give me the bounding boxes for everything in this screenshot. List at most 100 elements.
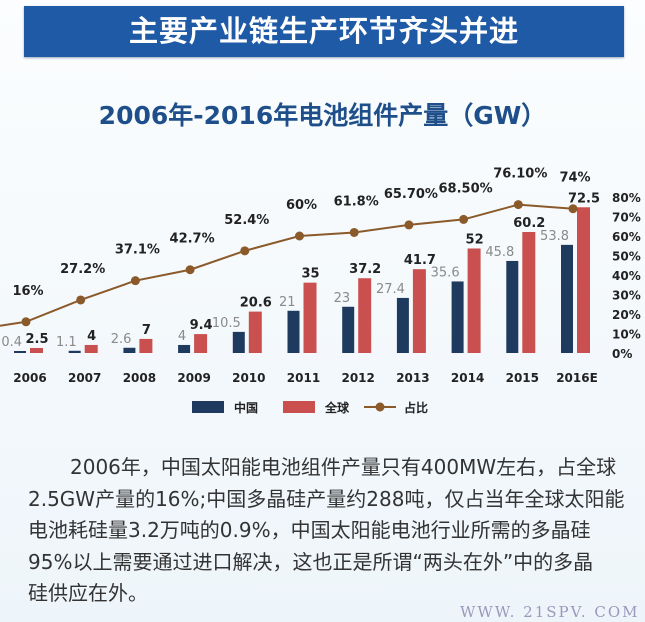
share-point <box>295 231 304 241</box>
bar-china <box>123 347 136 353</box>
bar-global <box>522 231 536 353</box>
x-tick-label: 2006 <box>13 371 46 385</box>
share-label: 76.10% <box>493 167 547 182</box>
share-point <box>513 200 523 210</box>
x-tick-label: 2011 <box>287 371 320 385</box>
legend-label-china: 中国 <box>234 400 258 415</box>
global-value-label: 72.5 <box>568 191 600 206</box>
share-label: 74% <box>559 171 590 186</box>
share-label: 37.1% <box>115 243 160 258</box>
china-value-label: 35.6 <box>431 265 460 280</box>
bar-china <box>232 331 245 353</box>
paragraph-line: 硅供应在外。 <box>28 581 148 605</box>
y2-tick-label: 50% <box>612 250 641 264</box>
x-tick-label: 2012 <box>341 371 374 385</box>
bar-global <box>412 269 426 353</box>
global-value-label: 60.2 <box>513 216 545 231</box>
china-value-label: 53.8 <box>540 229 569 244</box>
global-value-label: 52 <box>466 232 484 247</box>
share-label: 27.2% <box>60 262 105 277</box>
legend-swatch-global <box>283 401 315 413</box>
x-tick-label: 2007 <box>68 371 101 385</box>
china-value-label: 45.8 <box>485 245 514 260</box>
y2-tick-label: 70% <box>612 211 641 225</box>
y2-tick-label: 60% <box>612 230 641 244</box>
bar-global <box>139 338 153 353</box>
bar-china <box>396 297 409 353</box>
legend-label-share: 占比 <box>404 400 428 415</box>
banner-title: 主要产业链生产环节齐头并进 <box>24 6 624 57</box>
bar-global <box>303 282 317 353</box>
paragraph-line: 电池耗硅量3.2万吨的0.9%，中国太阳能电池行业所需的多晶硅 <box>28 518 591 542</box>
global-value-label: 35 <box>301 267 319 282</box>
x-tick-label: 2008 <box>123 371 156 385</box>
bar-global <box>577 207 590 353</box>
global-value-label: 7 <box>142 323 151 338</box>
x-tick-label: 2013 <box>396 371 429 385</box>
global-value-label: 41.7 <box>404 253 436 268</box>
share-label: 60% <box>286 198 317 213</box>
share-label: 65.70% <box>384 187 438 202</box>
share-point <box>240 246 250 256</box>
share-line <box>0 203 574 327</box>
china-value-label: 0.4 <box>1 335 22 350</box>
bar-global <box>30 347 43 353</box>
global-value-label: 4 <box>87 329 96 344</box>
chart-title: 2006年-2016年电池组件产量（GW） <box>98 101 547 130</box>
bar-china <box>178 344 191 353</box>
share-label: 42.7% <box>170 232 215 247</box>
bar-china <box>68 350 81 353</box>
share-point <box>568 204 578 214</box>
china-value-label: 23 <box>334 291 351 306</box>
bar-global <box>84 344 98 353</box>
china-value-label: 2.6 <box>111 332 132 347</box>
paragraph-line: 2.5GW产量的16%;中国多晶硅产量约288吨，仅占当年全球太阳能 <box>28 486 625 511</box>
bar-global <box>248 311 262 353</box>
share-point <box>130 276 140 286</box>
x-tick-label: 2010 <box>232 371 265 385</box>
x-tick-label: 2015 <box>506 371 539 385</box>
y2-tick-label: 30% <box>612 289 641 303</box>
y2-tick-label: 0% <box>612 347 632 361</box>
bar-global <box>467 248 481 353</box>
share-point <box>459 214 469 224</box>
global-value-label: 37.2 <box>349 262 381 277</box>
global-value-label: 2.5 <box>25 332 48 347</box>
bar-china <box>561 244 573 353</box>
china-value-label: 1.1 <box>56 335 77 350</box>
bar-china <box>506 260 519 353</box>
y2-tick-label: 40% <box>612 269 641 283</box>
global-value-label: 20.6 <box>240 296 272 311</box>
legend-marker-share <box>375 402 385 412</box>
share-label: 16% <box>12 284 43 299</box>
chart: 0.4 2.5 2006 1.1 4 2007 2.6 7 2008 4 9.4 2009 10.5 20… <box>0 167 641 415</box>
x-tick-label: 2014 <box>451 371 484 385</box>
bar-china <box>342 306 355 353</box>
watermark-url: WWW. 21SPV. COM <box>460 603 640 621</box>
legend-swatch-china <box>192 401 224 413</box>
share-point <box>185 265 195 275</box>
y2-tick-label: 20% <box>612 308 641 322</box>
bar-global <box>358 278 372 353</box>
bar-global <box>194 334 208 353</box>
share-label: 68.50% <box>439 181 493 196</box>
china-value-label: 4 <box>178 329 186 344</box>
x-tick-label: 2016E <box>556 371 598 385</box>
y2-tick-label: 80% <box>612 191 641 205</box>
share-point <box>349 227 359 237</box>
share-point <box>404 220 414 230</box>
legend-label-global: 全球 <box>324 400 350 415</box>
share-label: 52.4% <box>224 213 269 228</box>
china-value-label: 21 <box>279 295 296 310</box>
x-tick-label: 2009 <box>177 371 210 385</box>
share-point <box>76 295 86 305</box>
bar-china <box>14 351 26 353</box>
bar-china <box>287 310 300 353</box>
china-value-label: 10.5 <box>212 316 241 331</box>
bar-china <box>451 281 464 353</box>
share-label: 61.8% <box>334 194 379 209</box>
global-value-label: 9.4 <box>190 318 213 333</box>
share-point <box>21 317 31 327</box>
china-value-label: 27.4 <box>376 282 405 297</box>
paragraph-line: 95%以上需要通过进口解决，这也正是所谓“两头在外”中的多晶 <box>28 549 594 574</box>
